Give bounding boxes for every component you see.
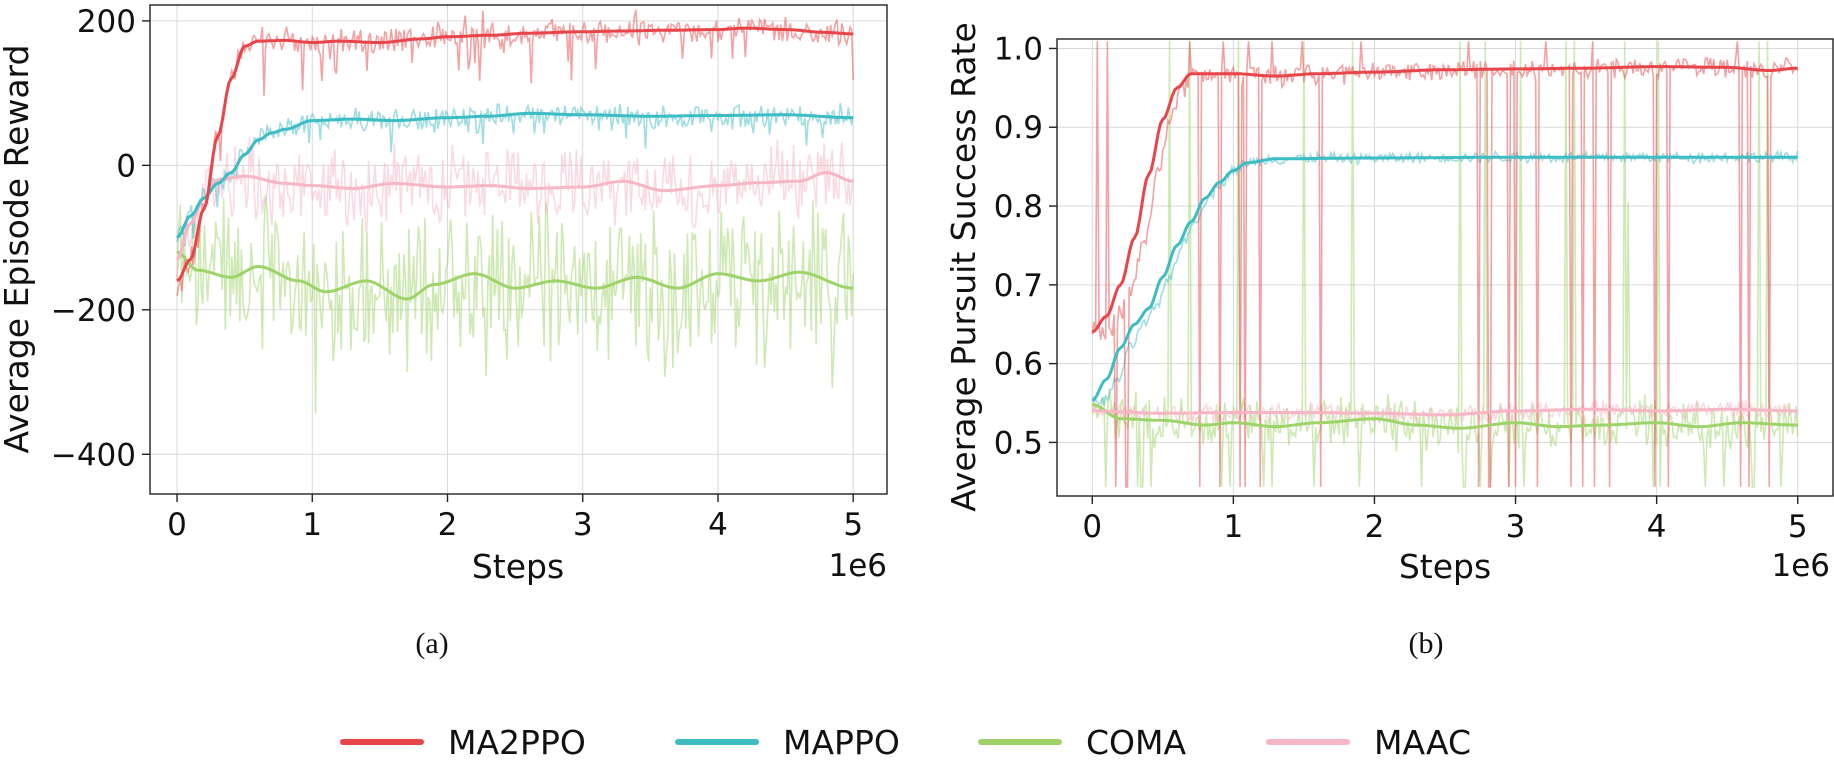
y-tick-label: 0.6 [994,347,1043,383]
panel-a-series [175,9,854,413]
y-tick-label: 0.7 [994,268,1043,304]
x-tick-label: 4 [708,507,728,543]
legend-label-maac: MAAC [1374,723,1471,760]
x-tick-label: 0 [167,507,187,543]
panel-a-caption: (a) [415,627,448,660]
panel-b-axes-frame [1056,38,1834,497]
series-line-coma [176,250,854,301]
legend-entry-mappo: MAPPO [675,723,900,760]
panel-a-x-scale-label: 1e6 [828,548,887,584]
x-tick-label: 4 [1647,509,1667,545]
panel-b-series [1091,41,1799,488]
y-tick-label: 0.5 [994,425,1043,461]
panel-b-caption: (b) [1409,627,1444,660]
legend-entry-ma2ppo: MA2PPO [340,723,586,760]
legend-label-ma2ppo: MA2PPO [448,723,586,760]
panel-a-grid [150,5,887,494]
x-tick-label: 0 [1082,509,1102,545]
series-raw-coma [176,194,854,413]
y-tick-label: −200 [51,293,136,329]
panel-b-pursuit-success-rate: 0 1 2 3 4 5 1.0 0.9 0.8 0.7 0.6 0.5 Steps 1e6 Avera… [944,22,1834,660]
series-line-mappo [1091,155,1798,402]
series-line-maac [175,171,854,261]
panel-a-episode-reward: 0 1 2 3 4 5 200 0 −200 −400 Steps 1e6 Average Epi… [0,4,888,660]
x-tick-label: 1 [1223,509,1243,545]
x-tick-label: 2 [1365,509,1385,545]
panel-b-xlabel: Steps [1399,547,1491,586]
x-tick-label: 5 [843,507,863,543]
series-line-coma [1092,403,1798,430]
x-tick-label: 5 [1788,509,1808,545]
y-tick-label: 1.0 [994,31,1043,67]
x-tick-label: 3 [1506,509,1526,545]
y-tick-label: 0.9 [994,110,1043,146]
y-tick-label: 0.8 [994,189,1043,225]
series-line-maac [1092,407,1798,417]
panel-b-ylabel: Average Pursuit Success Rate [944,22,983,512]
legend: MA2PPO MAPPO COMA MAAC [340,723,1471,760]
series-raw-maac [176,136,854,278]
panel-b-ticks: 0 1 2 3 4 5 1.0 0.9 0.8 0.7 0.6 0.5 [994,31,1808,545]
y-tick-label: 200 [77,4,136,40]
legend-label-mappo: MAPPO [783,723,900,760]
series-line-ma2ppo [1091,65,1798,334]
panel-a-ylabel: Average Episode Reward [0,45,36,454]
panel-a-axes-frame [149,4,888,495]
y-tick-label: 0 [116,148,136,184]
panel-a-xlabel: Steps [472,547,564,586]
series-line-mappo [176,111,854,239]
x-tick-label: 1 [302,507,322,543]
panel-b-x-scale-label: 1e6 [1771,548,1830,584]
panel-a-ticks: 0 1 2 3 4 5 200 0 −200 −400 [51,4,863,543]
series-line-ma2ppo [176,26,854,283]
legend-label-coma: COMA [1086,723,1186,760]
y-tick-label: −400 [51,437,136,473]
x-tick-label: 3 [573,507,593,543]
x-tick-label: 2 [438,507,458,543]
legend-entry-maac: MAAC [1266,723,1471,760]
legend-entry-coma: COMA [978,723,1186,760]
